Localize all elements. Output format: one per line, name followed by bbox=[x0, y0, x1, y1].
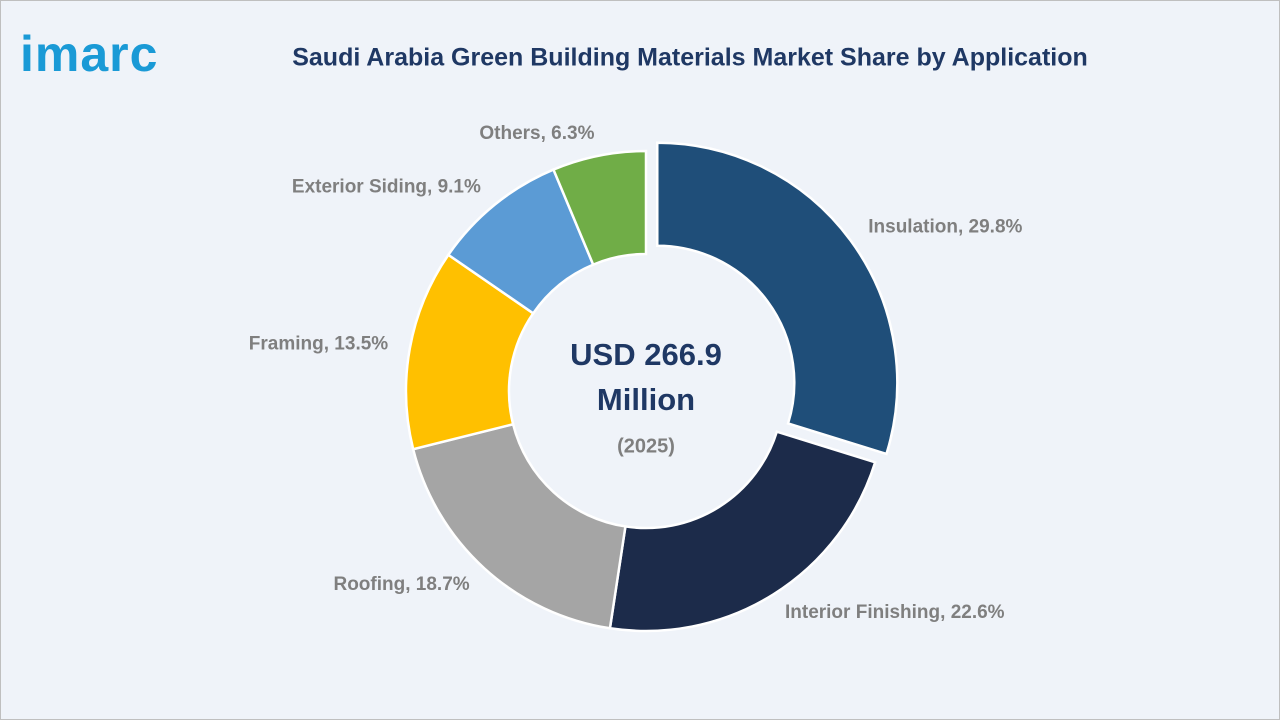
data-label: Interior Finishing, 22.6% bbox=[785, 602, 1005, 623]
data-label: Roofing, 18.7% bbox=[333, 574, 469, 595]
center-text: Million bbox=[597, 382, 695, 417]
data-label: Framing, 13.5% bbox=[249, 333, 388, 354]
chart-title: Saudi Arabia Green Building Materials Ma… bbox=[292, 44, 1088, 72]
logo: imarc bbox=[20, 26, 158, 82]
donut-slice bbox=[411, 422, 627, 630]
donut-slice bbox=[608, 430, 877, 633]
data-label: Exterior Siding, 9.1% bbox=[292, 177, 481, 198]
data-label: Insulation, 29.8% bbox=[868, 216, 1022, 237]
donut-slice bbox=[656, 141, 899, 456]
center-subtext: (2025) bbox=[617, 435, 675, 457]
center-text: USD 266.9 bbox=[570, 337, 722, 372]
data-label: Others, 6.3% bbox=[479, 123, 594, 144]
donut-slice bbox=[551, 149, 648, 267]
